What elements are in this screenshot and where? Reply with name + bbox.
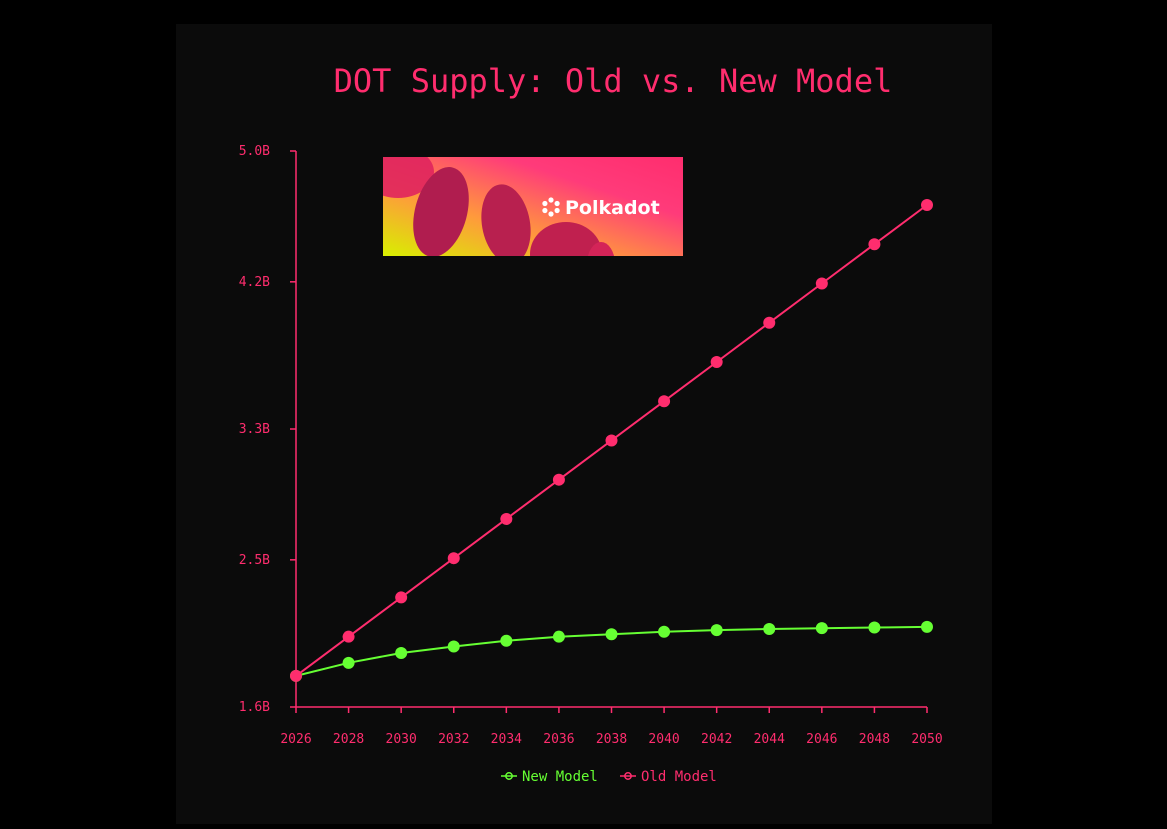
y-axis: 1.6B 2.5B 3.3B 4.2B 5.0B (239, 144, 297, 715)
data-point-new-model (447, 640, 460, 653)
data-point-old-model (395, 591, 408, 604)
data-point-old-model (658, 395, 671, 408)
data-point-old-model (921, 198, 933, 211)
x-tick-label: 2038 (596, 732, 627, 747)
data-point-new-model (395, 647, 408, 660)
polkadot-logo-icon (542, 197, 560, 217)
data-point-new-model (921, 620, 933, 633)
x-tick-label: 2046 (806, 732, 837, 747)
data-point-old-model (868, 238, 881, 251)
x-tick-label: 2040 (648, 732, 679, 747)
x-tick-label: 2032 (438, 732, 469, 747)
data-point-new-model (342, 656, 355, 669)
data-point-new-model (605, 628, 618, 641)
series-layer (290, 198, 933, 682)
series-old-model (290, 198, 933, 682)
y-tick-label: 2.5B (239, 553, 270, 568)
data-point-new-model (763, 622, 776, 635)
x-tick-label: 2042 (701, 732, 732, 747)
legend-old-model: Old Model (620, 769, 717, 785)
logo-text: Polkadot (565, 197, 660, 219)
data-point-old-model (763, 316, 776, 329)
x-tick-label: 2036 (543, 732, 574, 747)
chart-svg: DOT Supply: Old vs. New Model 1.6B 2.5B 3.… (239, 62, 943, 785)
y-tick-label: 3.3B (239, 422, 270, 437)
legend-new-model: New Model (501, 769, 598, 785)
chart-panel: DOT Supply: Old vs. New Model 1.6B 2.5B 3.… (176, 24, 992, 824)
x-tick-label: 2028 (333, 732, 364, 747)
data-point-old-model (552, 473, 565, 486)
x-tick-label: 2050 (911, 732, 942, 747)
y-tick-label: 1.6B (239, 700, 270, 715)
y-tick-label: 5.0B (239, 144, 270, 159)
data-point-new-model (658, 625, 671, 638)
data-point-old-model (447, 552, 460, 565)
legend-label-old-model: Old Model (641, 769, 717, 785)
x-tick-label: 2044 (754, 732, 785, 747)
data-point-old-model (710, 355, 723, 368)
data-point-old-model (342, 630, 355, 643)
data-point-new-model (710, 624, 723, 637)
data-point-old-model (290, 669, 302, 682)
x-tick-label: 2030 (386, 732, 417, 747)
series-new-model (290, 620, 933, 682)
legend: New Model Old Model (501, 769, 717, 785)
x-tick-label: 2048 (859, 732, 890, 747)
chart-title: DOT Supply: Old vs. New Model (334, 62, 893, 100)
data-point-new-model (500, 634, 513, 647)
data-point-new-model (815, 622, 828, 635)
data-point-old-model (500, 512, 513, 525)
legend-label-new-model: New Model (522, 769, 598, 785)
data-point-old-model (815, 277, 828, 290)
x-axis: 2026 2028 2030 2032 2034 2036 2038 2040 2042 2044… (280, 706, 943, 747)
data-point-new-model (552, 630, 565, 643)
data-point-old-model (605, 434, 618, 447)
polkadot-logo-banner: Polkadot (383, 157, 683, 256)
x-tick-label: 2034 (491, 732, 522, 747)
data-point-new-model (868, 621, 881, 634)
y-tick-label: 4.2B (239, 275, 270, 290)
x-tick-label: 2026 (280, 732, 311, 747)
